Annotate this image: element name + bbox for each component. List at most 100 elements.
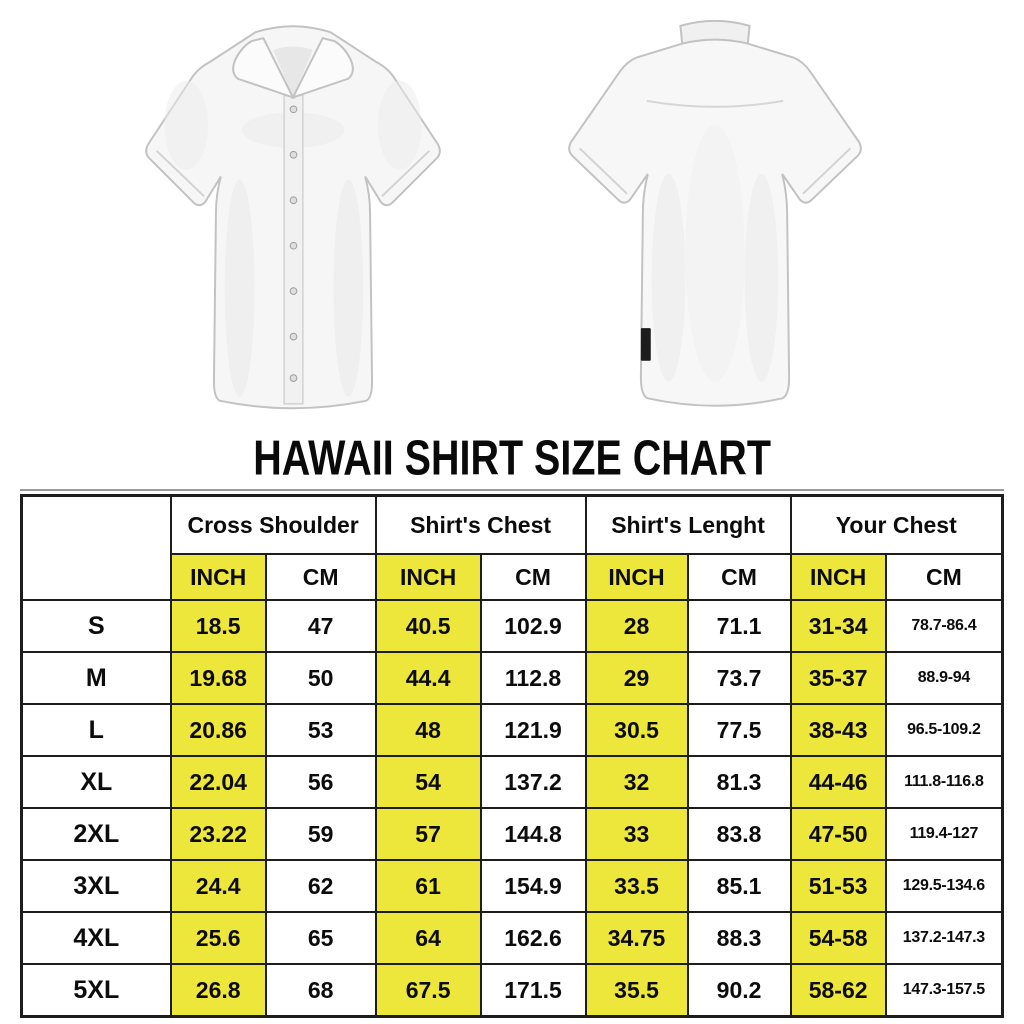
size-value: 54-58 — [789, 911, 887, 965]
column-group-cross-shoulder: Cross Shoulder — [169, 494, 377, 555]
size-value: 18.5 — [169, 599, 267, 653]
size-value: 23.22 — [169, 807, 267, 861]
table-row-xl: XL 22.04 56 54 137.2 32 81.3 44-46 111.8… — [20, 755, 1004, 809]
size-value: 56 — [264, 755, 377, 809]
size-value: 64 — [374, 911, 482, 965]
size-value: 119.4-127 — [884, 807, 1004, 861]
size-label: 2XL — [20, 807, 172, 861]
size-value: 30.5 — [584, 703, 689, 757]
size-chart-zone: Cross Shoulder Shirt's Chest Shirt's Len… — [20, 489, 1004, 1018]
size-value: 112.8 — [479, 651, 587, 705]
size-value: 96.5-109.2 — [884, 703, 1004, 757]
size-value: 77.5 — [686, 703, 792, 757]
table-row-5xl: 5XL 26.8 68 67.5 171.5 35.5 90.2 58-62 1… — [20, 963, 1004, 1018]
size-value: 51-53 — [789, 859, 887, 913]
size-value: 26.8 — [169, 963, 267, 1018]
size-value: 48 — [374, 703, 482, 757]
size-value: 28 — [584, 599, 689, 653]
size-value: 38-43 — [789, 703, 887, 757]
table-row-l: L 20.86 53 48 121.9 30.5 77.5 38-43 96.5… — [20, 703, 1004, 757]
size-value: 61 — [374, 859, 482, 913]
unit-header-cm: CM — [264, 553, 377, 601]
table-row-2xl: 2XL 23.22 59 57 144.8 33 83.8 47-50 119.… — [20, 807, 1004, 861]
size-value: 32 — [584, 755, 689, 809]
divider-rule — [20, 489, 1004, 491]
size-label: L — [20, 703, 172, 757]
size-value: 83.8 — [686, 807, 792, 861]
unit-header-inch: INCH — [374, 553, 482, 601]
size-value: 20.86 — [169, 703, 267, 757]
size-value: 62 — [264, 859, 377, 913]
size-value: 35.5 — [584, 963, 689, 1018]
size-value: 25.6 — [169, 911, 267, 965]
size-value: 85.1 — [686, 859, 792, 913]
size-label: S — [20, 599, 172, 653]
size-value: 68 — [264, 963, 377, 1018]
size-value: 81.3 — [686, 755, 792, 809]
size-value: 88.9-94 — [884, 651, 1004, 705]
size-chart-table: Cross Shoulder Shirt's Chest Shirt's Len… — [20, 494, 1004, 1018]
size-value: 54 — [374, 755, 482, 809]
size-value: 65 — [264, 911, 377, 965]
size-value: 22.04 — [169, 755, 267, 809]
size-value: 47-50 — [789, 807, 887, 861]
size-value: 73.7 — [686, 651, 792, 705]
unit-header-cm: CM — [884, 553, 1004, 601]
size-value: 40.5 — [374, 599, 482, 653]
table-row-3xl: 3XL 24.4 62 61 154.9 33.5 85.1 51-53 129… — [20, 859, 1004, 913]
size-value: 44-46 — [789, 755, 887, 809]
size-value: 162.6 — [479, 911, 587, 965]
size-value: 154.9 — [479, 859, 587, 913]
size-value: 57 — [374, 807, 482, 861]
size-value: 78.7-86.4 — [884, 599, 1004, 653]
size-value: 33 — [584, 807, 689, 861]
unit-header-inch: INCH — [169, 553, 267, 601]
size-value: 147.3-157.5 — [884, 963, 1004, 1018]
size-value: 44.4 — [374, 651, 482, 705]
size-value: 24.4 — [169, 859, 267, 913]
table-row-4xl: 4XL 25.6 65 64 162.6 34.75 88.3 54-58 13… — [20, 911, 1004, 965]
size-value: 50 — [264, 651, 377, 705]
size-value: 53 — [264, 703, 377, 757]
unit-header-inch: INCH — [584, 553, 689, 601]
size-value: 144.8 — [479, 807, 587, 861]
size-value: 33.5 — [584, 859, 689, 913]
size-value: 47 — [264, 599, 377, 653]
unit-header-inch: INCH — [789, 553, 887, 601]
size-value: 34.75 — [584, 911, 689, 965]
size-label: 3XL — [20, 859, 172, 913]
unit-header-cm: CM — [686, 553, 792, 601]
size-value: 88.3 — [686, 911, 792, 965]
size-label: 5XL — [20, 963, 172, 1018]
product-images-row — [0, 0, 1024, 434]
shirt-back-image — [568, 19, 862, 407]
table-row-s: S 18.5 47 40.5 102.9 28 71.1 31-34 78.7-… — [20, 599, 1004, 653]
size-value: 29 — [584, 651, 689, 705]
size-value: 137.2-147.3 — [884, 911, 1004, 965]
unit-header-cm: CM — [479, 553, 587, 601]
column-group-shirts-lenght: Shirt's Lenght — [584, 494, 792, 555]
size-value: 102.9 — [479, 599, 587, 653]
size-value: 58-62 — [789, 963, 887, 1018]
size-label: M — [20, 651, 172, 705]
size-value: 67.5 — [374, 963, 482, 1018]
column-group-your-chest: Your Chest — [789, 494, 1004, 555]
table-row-m: M 19.68 50 44.4 112.8 29 73.7 35-37 88.9… — [20, 651, 1004, 705]
column-group-shirts-chest: Shirt's Chest — [374, 494, 587, 555]
shirt-hem-tag — [640, 328, 651, 361]
shirt-front-image — [145, 25, 441, 410]
size-value: 129.5-134.6 — [884, 859, 1004, 913]
size-value: 171.5 — [479, 963, 587, 1018]
page-title: HAWAII SHIRT SIZE CHART — [253, 429, 771, 486]
size-value: 71.1 — [686, 599, 792, 653]
size-value: 35-37 — [789, 651, 887, 705]
size-label: XL — [20, 755, 172, 809]
size-value: 19.68 — [169, 651, 267, 705]
size-value: 90.2 — [686, 963, 792, 1018]
size-value: 121.9 — [479, 703, 587, 757]
size-value: 111.8-116.8 — [884, 755, 1004, 809]
size-value: 59 — [264, 807, 377, 861]
size-value: 31-34 — [789, 599, 887, 653]
corner-cell — [20, 494, 172, 601]
size-label: 4XL — [20, 911, 172, 965]
